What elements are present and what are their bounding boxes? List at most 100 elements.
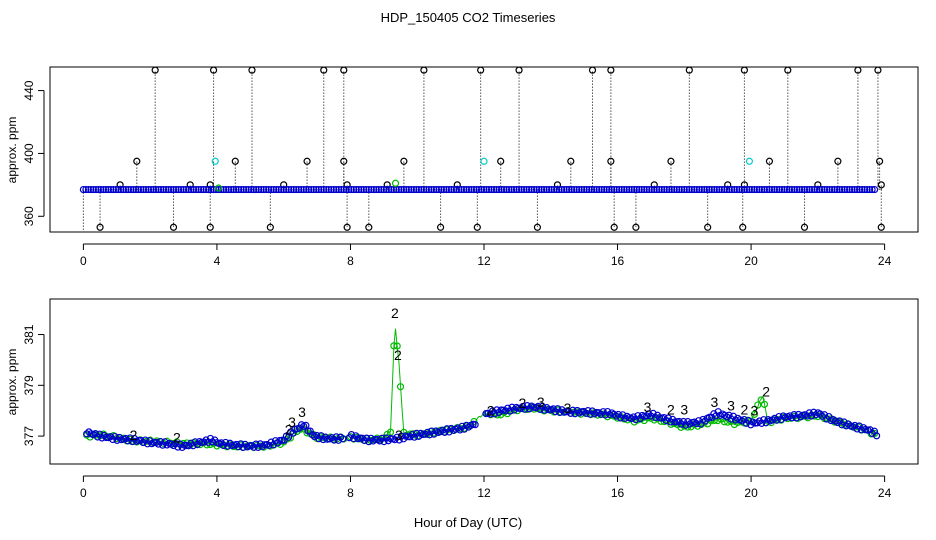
baseline-point [537, 185, 546, 194]
high-spike-point [607, 66, 615, 74]
baseline-point [650, 185, 658, 194]
y-tick-label: 377 [22, 426, 36, 446]
blue-point [580, 407, 588, 416]
baseline-point [790, 185, 799, 194]
baseline-point [295, 185, 303, 194]
baseline-point [565, 185, 573, 194]
blue-point [441, 428, 449, 436]
baseline-point [297, 185, 305, 194]
blue-point [866, 426, 874, 434]
baseline-point [542, 185, 551, 194]
baseline-point [778, 185, 786, 194]
blue-point [836, 417, 844, 425]
low-spike-point [632, 223, 640, 231]
point-label-green: 2 [391, 305, 399, 321]
baseline-point [840, 185, 849, 194]
high-spike-point [340, 66, 348, 74]
point-label-blue: 3 [727, 398, 735, 414]
mid-spike-point [607, 157, 615, 165]
baseline-point [688, 185, 696, 194]
baseline-point [613, 185, 621, 194]
baseline-point [415, 185, 423, 194]
baseline-point [608, 185, 616, 194]
blue-point [456, 426, 464, 434]
bottom-plot-frame [49, 298, 919, 465]
blue-point [111, 432, 119, 441]
blue-point [347, 430, 356, 439]
baseline-point [112, 185, 120, 194]
baseline-point [390, 185, 398, 194]
baseline-point [342, 185, 350, 194]
baseline-point [500, 185, 508, 194]
mid-spike-point [497, 157, 505, 165]
baseline-point [177, 185, 185, 194]
baseline-point [320, 185, 328, 194]
baseline-point [432, 185, 441, 194]
baseline-point [502, 185, 511, 194]
baseline-point [300, 185, 308, 194]
blue-point [543, 404, 551, 412]
baseline-point [490, 185, 498, 194]
small-spike-point [724, 181, 732, 189]
low-spike-point [739, 223, 747, 231]
baseline-point [477, 185, 486, 194]
baseline-point [182, 185, 190, 194]
baseline-point [818, 185, 826, 194]
baseline-point [868, 185, 876, 194]
baseline-point [775, 185, 784, 194]
baseline-point [375, 185, 383, 194]
baseline-point [119, 185, 128, 194]
baseline-point [853, 185, 861, 194]
mid-spike-point [400, 157, 408, 165]
baseline-point [442, 185, 451, 194]
high-spike-point [209, 66, 218, 74]
point-label-green: 2 [285, 422, 293, 438]
baseline-point [590, 185, 598, 194]
baseline-point [450, 185, 458, 194]
baseline-point [760, 185, 769, 194]
baseline-point [785, 185, 794, 194]
blue-point [425, 431, 434, 439]
point-label-blue: 3 [564, 400, 572, 416]
blue-point [410, 433, 418, 441]
blue-point [189, 442, 197, 450]
baseline-point [335, 185, 343, 194]
blue-point [100, 431, 108, 440]
baseline-point [527, 185, 536, 194]
blue-point [460, 425, 468, 433]
low-spike-point [266, 223, 274, 231]
mid-spike-point [834, 157, 842, 165]
baseline-point [648, 185, 656, 194]
blue-point [664, 414, 672, 422]
baseline-point [240, 185, 248, 194]
baseline-point [207, 185, 215, 194]
blue-point [454, 424, 462, 432]
blue-point [679, 417, 688, 426]
green-point [760, 400, 769, 408]
point-label-green: 2 [394, 347, 402, 363]
baseline-point [615, 185, 623, 194]
x-axis-label: Hour of Day (UTC) [414, 515, 522, 530]
mid-spike-point [667, 157, 675, 165]
baseline-point [192, 185, 200, 194]
baseline-point [457, 185, 466, 194]
small-spike-point [343, 181, 351, 189]
baseline-point [678, 185, 686, 194]
baseline-point [870, 185, 879, 194]
low-spike-point [437, 223, 445, 231]
x-tick-label: 20 [744, 486, 758, 500]
baseline-point [167, 185, 175, 194]
baseline-point [197, 185, 205, 194]
small-spike-point [814, 181, 822, 189]
blue-point [564, 407, 573, 415]
baseline-point [255, 185, 263, 194]
baseline-point [79, 185, 87, 194]
baseline-point [858, 185, 866, 194]
baseline-point [305, 185, 313, 194]
blue-point [517, 404, 525, 413]
blue-point [873, 432, 881, 440]
baseline-point [563, 185, 571, 194]
baseline-point [400, 185, 408, 194]
baseline-point [377, 185, 385, 194]
green-series-line [86, 328, 877, 449]
